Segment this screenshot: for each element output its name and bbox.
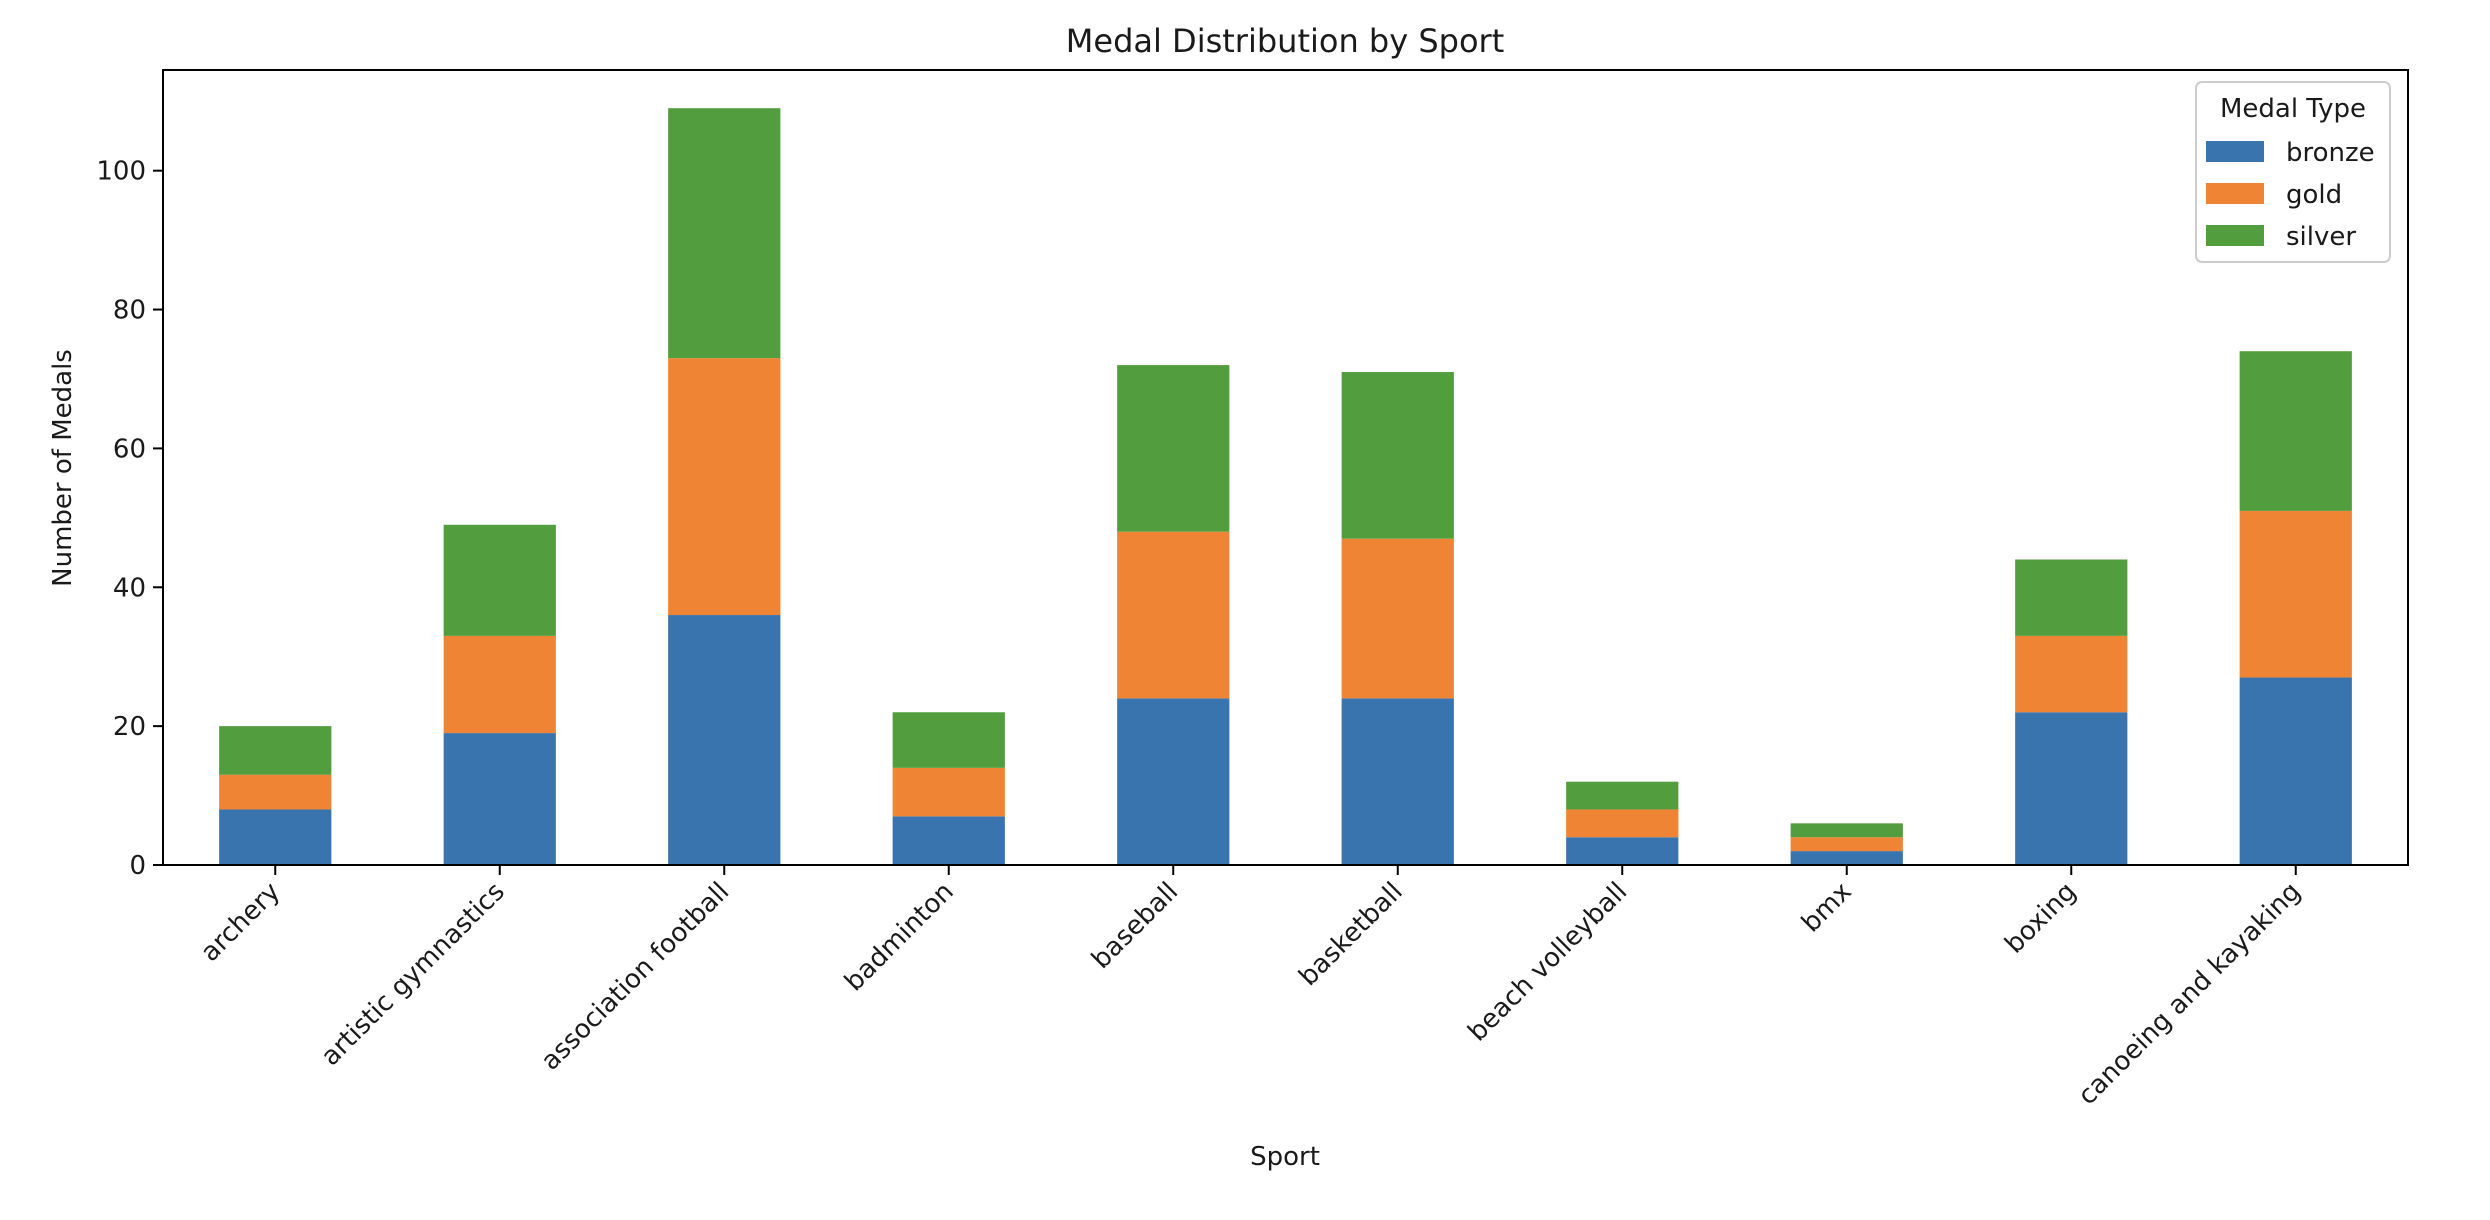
legend-label-silver: silver	[2286, 222, 2356, 252]
legend: Medal Type bronze gold silver	[2195, 81, 2391, 263]
legend-title: Medal Type	[2220, 94, 2366, 124]
legend-swatch-silver	[2206, 225, 2264, 246]
bar-silver-7	[1790, 823, 1903, 838]
y-tick-label-5: 100	[96, 157, 146, 187]
y-axis-label: Number of Medals	[48, 349, 78, 587]
y-tick-label-3: 60	[113, 434, 146, 464]
legend-swatch-bronze	[2206, 141, 2264, 162]
bar-bronze-3	[892, 816, 1005, 865]
bar-silver-1	[443, 524, 556, 636]
x-axis: archery artistic gymnastics association fo…	[195, 865, 2307, 1111]
bar-silver-6	[1566, 781, 1679, 810]
x-tick-label-8: boxing	[1999, 877, 2082, 960]
bar-silver-5	[1341, 372, 1454, 539]
bar-silver-3	[892, 712, 1005, 768]
bar-silver-2	[668, 108, 781, 359]
y-tick-label-1: 20	[113, 712, 146, 742]
x-tick-label-1: artistic gymnastics	[316, 877, 511, 1072]
bar-bronze-7	[1790, 851, 1903, 865]
bar-silver-8	[2015, 559, 2128, 636]
y-tick-label-4: 80	[113, 296, 146, 326]
y-axis: 0 20 40 60 80 100	[96, 157, 163, 881]
bar-silver-4	[1117, 365, 1230, 532]
legend-label-gold: gold	[2286, 180, 2342, 210]
bar-bronze-5	[1341, 698, 1454, 865]
bar-gold-5	[1341, 538, 1454, 699]
bar-bronze-4	[1117, 698, 1230, 865]
x-tick-label-2: association football	[535, 877, 735, 1077]
x-tick-label-0: archery	[195, 877, 286, 968]
x-tick-label-6: beach volleyball	[1462, 877, 1633, 1048]
bar-gold-7	[1790, 837, 1903, 852]
bar-bronze-8	[2015, 712, 2128, 865]
bar-gold-1	[443, 635, 556, 734]
x-tick-label-7: bmx	[1796, 877, 1858, 939]
x-tick-label-3: badminton	[839, 877, 960, 998]
bar-gold-4	[1117, 531, 1230, 699]
bar-bronze-1	[443, 733, 556, 865]
bar-bronze-2	[668, 615, 781, 865]
bar-gold-3	[892, 767, 1005, 817]
chart-title: Medal Distribution by Sport	[1066, 22, 1504, 60]
bars-layer	[219, 108, 2352, 865]
bar-gold-9	[2239, 510, 2352, 678]
bar-gold-6	[1566, 809, 1679, 838]
bar-gold-2	[668, 358, 781, 616]
bar-gold-0	[219, 774, 332, 810]
legend-swatch-gold	[2206, 183, 2264, 204]
x-tick-label-4: baseball	[1086, 877, 1184, 975]
bar-silver-9	[2239, 351, 2352, 511]
x-axis-label: Sport	[1250, 1142, 1320, 1172]
x-tick-label-5: basketball	[1293, 877, 1408, 992]
y-tick-label-2: 40	[113, 573, 146, 603]
bar-bronze-6	[1566, 837, 1679, 865]
bar-bronze-0	[219, 809, 332, 865]
bar-bronze-9	[2239, 677, 2352, 865]
legend-label-bronze: bronze	[2286, 138, 2375, 168]
bar-silver-0	[219, 726, 332, 775]
plot-frame	[162, 69, 2409, 866]
legend-box	[2195, 81, 2391, 263]
bar-gold-8	[2015, 635, 2128, 713]
y-tick-label-0: 0	[129, 851, 146, 881]
x-tick-label-9: canoeing and kayaking	[2072, 877, 2306, 1111]
